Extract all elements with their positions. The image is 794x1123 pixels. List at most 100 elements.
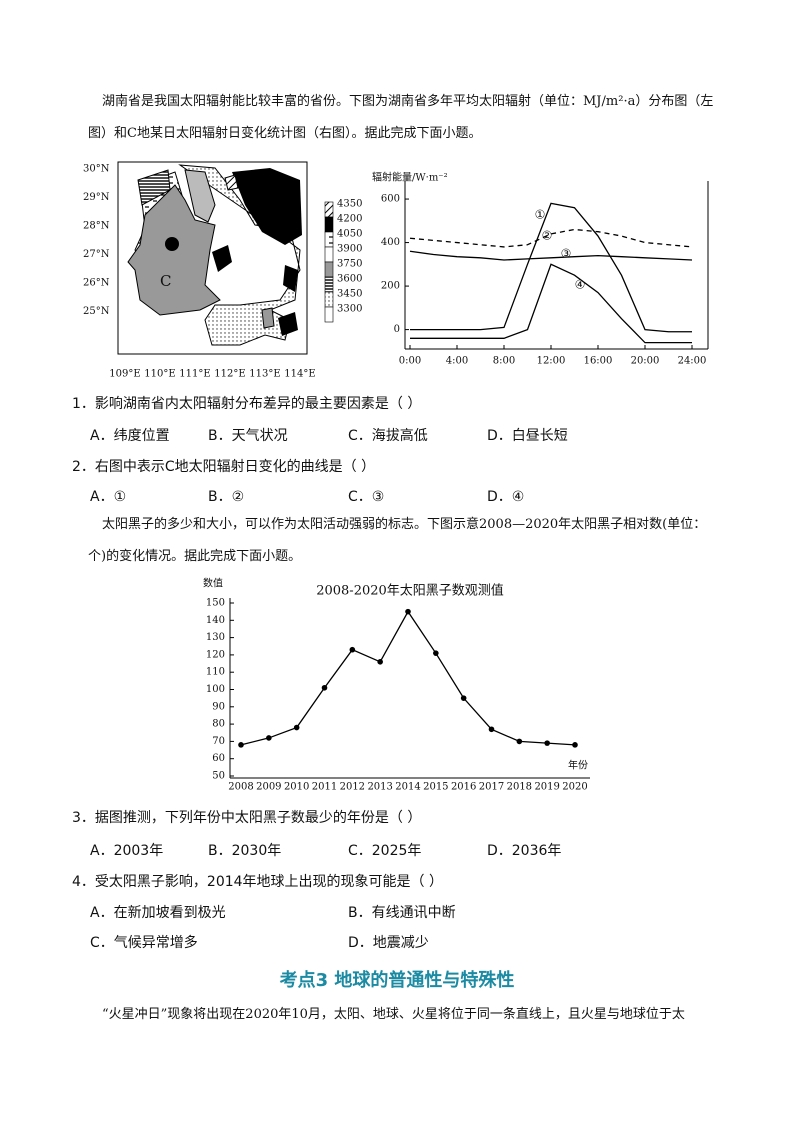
x-tick-label: 2012 bbox=[340, 782, 365, 793]
x-tick-label: 2019 bbox=[534, 782, 559, 793]
legend-label: 3750 bbox=[337, 259, 362, 270]
x-tick-label: 20:00 bbox=[631, 356, 660, 367]
series-label: ③ bbox=[561, 247, 572, 261]
point bbox=[572, 742, 578, 748]
series-label: ② bbox=[542, 229, 553, 243]
legend-label: 4050 bbox=[337, 229, 362, 240]
option: D．地震减少 bbox=[348, 935, 429, 951]
question-stem: 1．影响湖南省内太阳辐射分布差异的最主要因素是（ ） bbox=[72, 396, 422, 412]
lat-label: 25°N bbox=[83, 306, 110, 317]
y-tick-label: 400 bbox=[381, 237, 400, 248]
option: B．天气状况 bbox=[208, 428, 288, 444]
y-tick-label: 140 bbox=[206, 615, 225, 626]
x-tick-label: 0:00 bbox=[399, 356, 421, 367]
y-tick-label: 80 bbox=[212, 719, 225, 730]
option: D．④ bbox=[487, 489, 525, 505]
option: A．在新加坡看到极光 bbox=[90, 905, 226, 921]
legend-swatch bbox=[324, 201, 334, 218]
point bbox=[433, 650, 439, 656]
question-stem: 4．受太阳黑子影响，2014年地球上出现的现象可能是（ ） bbox=[72, 874, 443, 890]
point bbox=[293, 724, 300, 731]
x-tick-label: 2013 bbox=[367, 782, 392, 793]
region bbox=[165, 237, 179, 251]
intro-paragraph: 湖南省是我国太阳辐射能比较丰富的省份。下图为湖南省多年平均太阳辐射（单位：MJ/… bbox=[88, 94, 714, 141]
x-tick-label: 2014 bbox=[395, 782, 420, 793]
y-tick-label: 70 bbox=[212, 736, 225, 747]
x-tick-label: 4:00 bbox=[446, 356, 468, 367]
legend-swatch bbox=[324, 306, 334, 323]
option: D．白昼长短 bbox=[487, 428, 568, 444]
line bbox=[240, 610, 576, 746]
point bbox=[460, 695, 467, 701]
region bbox=[224, 174, 239, 191]
option: C．③ bbox=[348, 489, 385, 505]
option: B．② bbox=[208, 489, 245, 505]
option: B．有线通讯中断 bbox=[348, 905, 456, 921]
x-tick-label: 2011 bbox=[312, 782, 337, 793]
x-tick-label: 2010 bbox=[284, 782, 309, 793]
y-tick-label: 150 bbox=[206, 598, 225, 609]
x-tick-label: 2008 bbox=[228, 782, 253, 793]
option: C．气候异常增多 bbox=[90, 935, 198, 951]
point bbox=[266, 735, 272, 741]
legend-swatch bbox=[324, 216, 334, 233]
x-tick-label: 2009 bbox=[256, 782, 281, 793]
line bbox=[409, 250, 693, 261]
intro-paragraph: 太阳黑子的多少和大小，可以作为太阳活动强弱的标志。下图示意2008—2020年太… bbox=[88, 517, 707, 564]
legend-swatch bbox=[324, 246, 334, 263]
point bbox=[405, 608, 411, 615]
x-tick-label: 2018 bbox=[507, 782, 532, 793]
lon-label: 111°E bbox=[179, 369, 210, 380]
series-label: ① bbox=[535, 208, 546, 222]
chart-title: 2008-2020年太阳黑子数观测值 bbox=[316, 583, 504, 599]
y-tick-label: 120 bbox=[206, 649, 225, 660]
y-axis-label: 数值 bbox=[203, 577, 223, 590]
line bbox=[410, 263, 692, 344]
x-tick-label: 2020 bbox=[562, 782, 587, 793]
legend-label: 3450 bbox=[337, 289, 362, 300]
x-tick-label: 12:00 bbox=[537, 356, 566, 367]
point bbox=[377, 659, 383, 665]
x-tick-label: 8:00 bbox=[493, 356, 515, 367]
region bbox=[278, 312, 298, 336]
point bbox=[516, 738, 523, 745]
y-tick-label: 50 bbox=[212, 771, 225, 782]
question-stem: 3．据图推测，下列年份中太阳黑子数最少的年份是（ ） bbox=[72, 810, 422, 826]
map bbox=[117, 161, 308, 355]
lat-label: 27°N bbox=[83, 249, 110, 260]
legend-swatch bbox=[324, 261, 334, 278]
legend-label: 3300 bbox=[337, 304, 362, 315]
region bbox=[232, 168, 302, 245]
point bbox=[488, 726, 495, 733]
legend-label: 4350 bbox=[337, 199, 362, 210]
x-tick-label: 24:00 bbox=[678, 356, 707, 367]
option: B．2030年 bbox=[208, 843, 282, 859]
y-tick-label: 90 bbox=[212, 701, 225, 712]
option: C．海拔高低 bbox=[348, 428, 428, 444]
x-tick-label: 2016 bbox=[451, 782, 476, 793]
lon-label: 114°E bbox=[284, 369, 315, 380]
x-tick-label: 16:00 bbox=[584, 356, 613, 367]
lat-label: 26°N bbox=[83, 278, 110, 289]
paragraph: “火星冲日”现象将出现在2020年10月，太阳、地球、火星将位于同一条直线上，且… bbox=[102, 1007, 685, 1022]
point-label: C bbox=[160, 272, 171, 290]
lon-label: 112°E bbox=[214, 369, 245, 380]
point bbox=[321, 684, 328, 691]
region bbox=[184, 169, 216, 223]
lat-label: 28°N bbox=[83, 221, 110, 232]
y-tick-label: 200 bbox=[381, 281, 400, 292]
region bbox=[212, 245, 232, 272]
series-label: ④ bbox=[575, 278, 586, 292]
line bbox=[410, 202, 692, 333]
lon-label: 109°E bbox=[109, 369, 140, 380]
line bbox=[409, 228, 693, 248]
x-tick-label: 2015 bbox=[423, 782, 448, 793]
point bbox=[544, 740, 550, 746]
legend-swatch bbox=[324, 276, 334, 293]
legend-swatch bbox=[324, 291, 334, 308]
legend-label: 3900 bbox=[337, 244, 362, 255]
lat-label: 29°N bbox=[83, 192, 110, 203]
option: A．① bbox=[90, 489, 127, 505]
